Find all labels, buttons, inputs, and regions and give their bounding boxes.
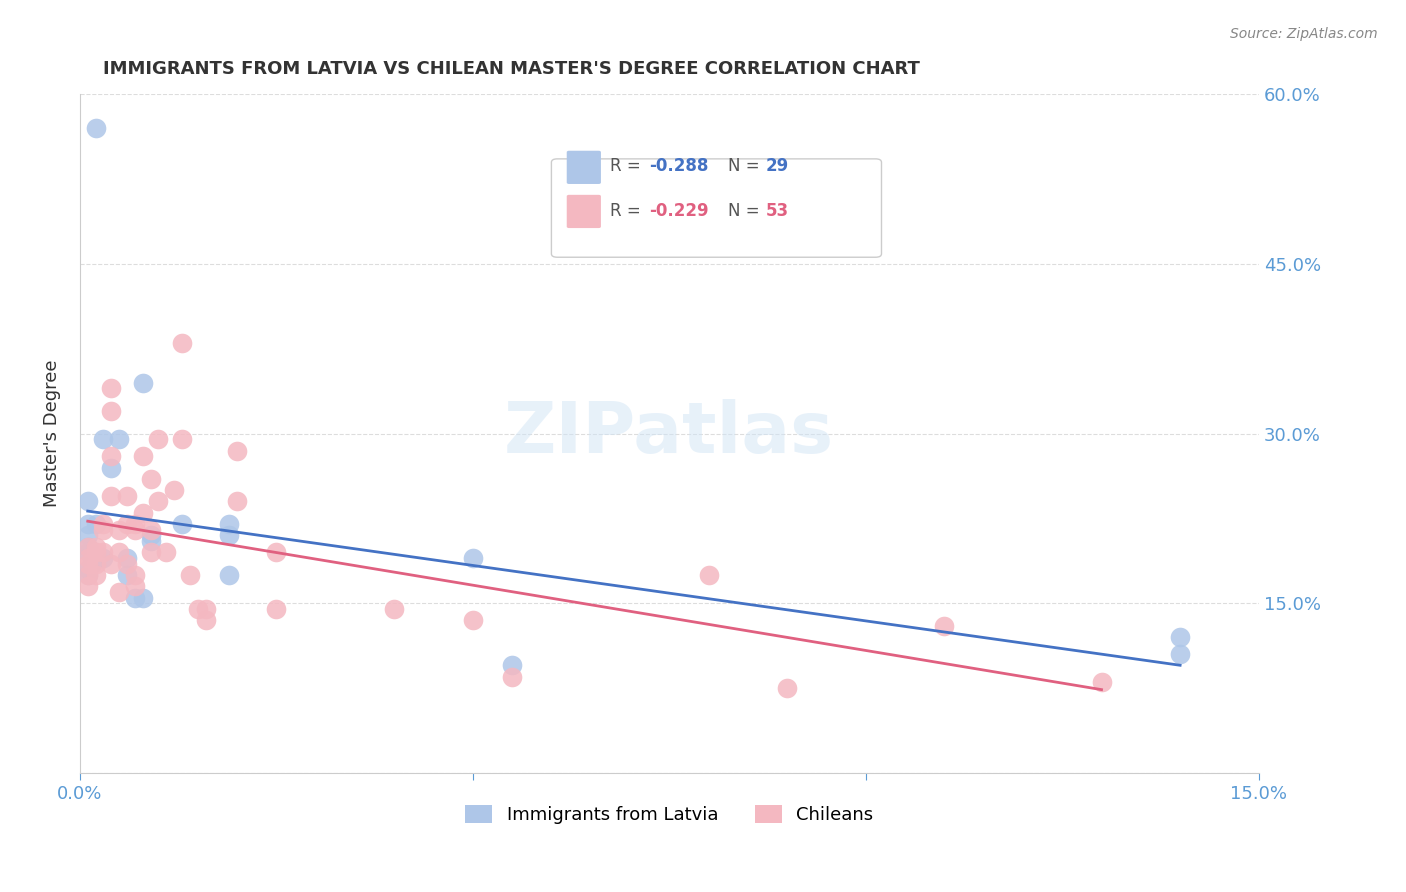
- Point: [170, 336, 193, 351]
- Text: R =: R =: [610, 202, 647, 220]
- Point: [218, 528, 240, 542]
- Point: [124, 516, 146, 531]
- Y-axis label: Master's Degree: Master's Degree: [44, 359, 60, 508]
- Text: R =: R =: [610, 157, 647, 175]
- Point: [697, 568, 720, 582]
- Point: [1168, 630, 1191, 644]
- Point: [148, 432, 170, 446]
- Text: Source: ZipAtlas.com: Source: ZipAtlas.com: [1230, 27, 1378, 41]
- Point: [124, 568, 146, 582]
- Point: [100, 449, 122, 463]
- Point: [108, 432, 131, 446]
- Point: [461, 550, 484, 565]
- Point: [100, 557, 122, 571]
- Point: [84, 121, 107, 136]
- Point: [1168, 647, 1191, 661]
- Point: [115, 489, 138, 503]
- Point: [115, 550, 138, 565]
- Point: [76, 528, 98, 542]
- Point: [187, 602, 209, 616]
- Point: [93, 550, 115, 565]
- Point: [226, 443, 249, 458]
- Point: [100, 489, 122, 503]
- Point: [115, 516, 138, 531]
- Point: [934, 619, 956, 633]
- Point: [179, 568, 201, 582]
- Point: [108, 523, 131, 537]
- Point: [76, 568, 98, 582]
- Point: [76, 568, 98, 582]
- Point: [76, 540, 98, 554]
- Point: [76, 545, 98, 559]
- Point: [93, 545, 115, 559]
- Point: [461, 613, 484, 627]
- FancyBboxPatch shape: [567, 194, 600, 228]
- Point: [100, 404, 122, 418]
- Point: [139, 528, 162, 542]
- Point: [115, 557, 138, 571]
- Point: [139, 523, 162, 537]
- Text: N =: N =: [728, 202, 765, 220]
- Point: [76, 562, 98, 576]
- Point: [132, 376, 155, 390]
- Point: [84, 540, 107, 554]
- Point: [382, 602, 405, 616]
- Text: N =: N =: [728, 157, 765, 175]
- Point: [84, 568, 107, 582]
- Point: [266, 545, 288, 559]
- Point: [218, 516, 240, 531]
- Point: [194, 602, 217, 616]
- Text: -0.288: -0.288: [650, 157, 709, 175]
- Point: [124, 591, 146, 605]
- Point: [501, 658, 523, 673]
- Point: [115, 568, 138, 582]
- Point: [139, 472, 162, 486]
- Point: [218, 568, 240, 582]
- Point: [84, 545, 107, 559]
- Text: ZIPatlas: ZIPatlas: [505, 399, 834, 468]
- Point: [776, 681, 799, 695]
- Point: [501, 670, 523, 684]
- Point: [124, 579, 146, 593]
- Point: [194, 613, 217, 627]
- FancyBboxPatch shape: [551, 159, 882, 257]
- Point: [84, 516, 107, 531]
- Point: [155, 545, 177, 559]
- Point: [132, 449, 155, 463]
- Point: [1090, 675, 1112, 690]
- Point: [76, 494, 98, 508]
- Point: [108, 545, 131, 559]
- Point: [100, 460, 122, 475]
- Text: 29: 29: [766, 157, 789, 175]
- Point: [93, 516, 115, 531]
- Point: [163, 483, 186, 497]
- Text: -0.229: -0.229: [650, 202, 709, 220]
- Point: [139, 545, 162, 559]
- Legend: Immigrants from Latvia, Chileans: Immigrants from Latvia, Chileans: [458, 797, 880, 831]
- Point: [76, 516, 98, 531]
- Point: [80, 557, 103, 571]
- Point: [76, 557, 98, 571]
- Point: [132, 506, 155, 520]
- Point: [132, 591, 155, 605]
- Text: IMMIGRANTS FROM LATVIA VS CHILEAN MASTER'S DEGREE CORRELATION CHART: IMMIGRANTS FROM LATVIA VS CHILEAN MASTER…: [104, 60, 921, 78]
- Point: [124, 523, 146, 537]
- Point: [93, 432, 115, 446]
- Point: [84, 557, 107, 571]
- Point: [93, 523, 115, 537]
- Point: [226, 494, 249, 508]
- Point: [148, 494, 170, 508]
- Point: [76, 550, 98, 565]
- Point: [100, 381, 122, 395]
- Point: [76, 540, 98, 554]
- FancyBboxPatch shape: [567, 151, 600, 184]
- Point: [266, 602, 288, 616]
- Point: [76, 579, 98, 593]
- Point: [170, 516, 193, 531]
- Text: 53: 53: [766, 202, 789, 220]
- Point: [139, 533, 162, 548]
- Point: [108, 585, 131, 599]
- Point: [170, 432, 193, 446]
